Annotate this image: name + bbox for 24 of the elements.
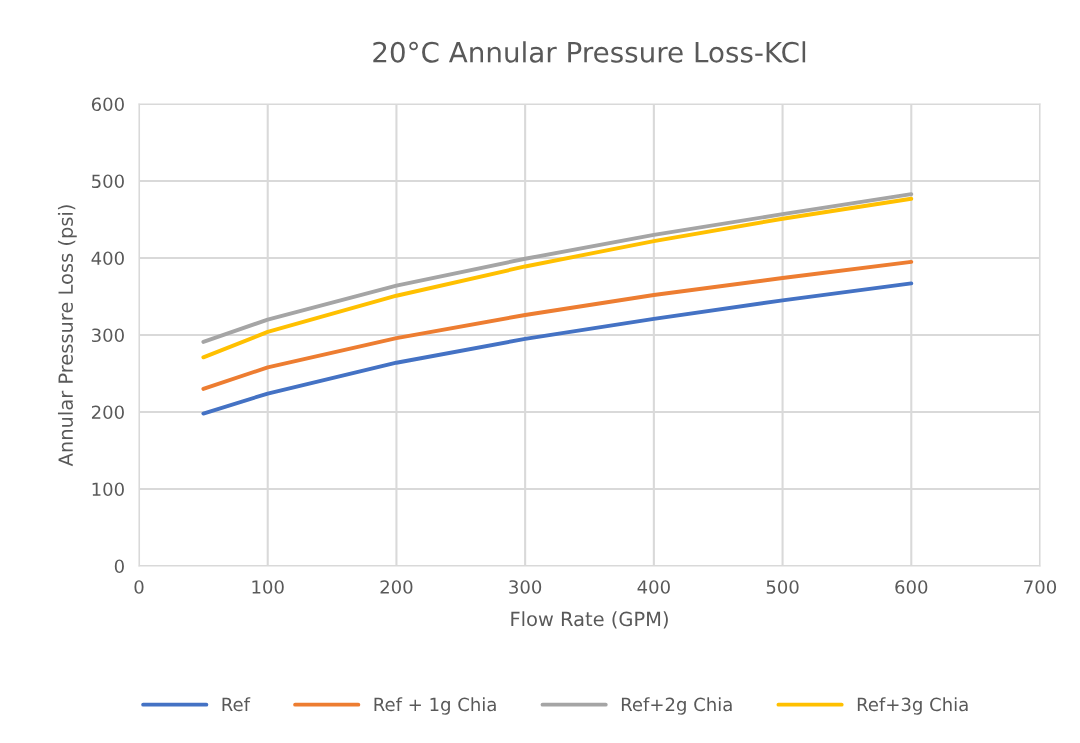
x-tick-label: 500 [766, 580, 799, 594]
legend-label: Ref+2g Chia [621, 697, 732, 715]
y-tick-label: 0 [114, 559, 124, 574]
x-tick-label: 600 [895, 580, 928, 594]
x-tick-label: 100 [252, 580, 284, 594]
x-axis-title: Flow Rate (GPM) [511, 611, 668, 629]
y-tick-label: 100 [92, 482, 124, 497]
chart-title: 20°C Annular Pressure Loss-KCl [373, 41, 806, 63]
x-tick-label: 0 [134, 580, 144, 594]
x-tick-label: 200 [380, 580, 413, 594]
legend-label: Ref+3g Chia [857, 697, 968, 715]
y-axis-title: Annular Pressure Loss (psi) [57, 205, 77, 467]
y-tick-label: 300 [92, 328, 124, 343]
y-tick-label: 200 [91, 405, 124, 420]
y-tick-label: 400 [91, 251, 124, 266]
legend-label: Ref + 1g Chia [374, 697, 496, 715]
y-tick-label: 500 [92, 174, 124, 189]
x-tick-label: 300 [509, 580, 542, 594]
legend-label: Ref [222, 697, 251, 712]
x-tick-label: 400 [637, 580, 670, 594]
y-tick-label: 600 [91, 97, 124, 112]
line-series [201, 281, 914, 416]
x-tick-label: 700 [1024, 580, 1057, 594]
line-series [201, 259, 914, 391]
